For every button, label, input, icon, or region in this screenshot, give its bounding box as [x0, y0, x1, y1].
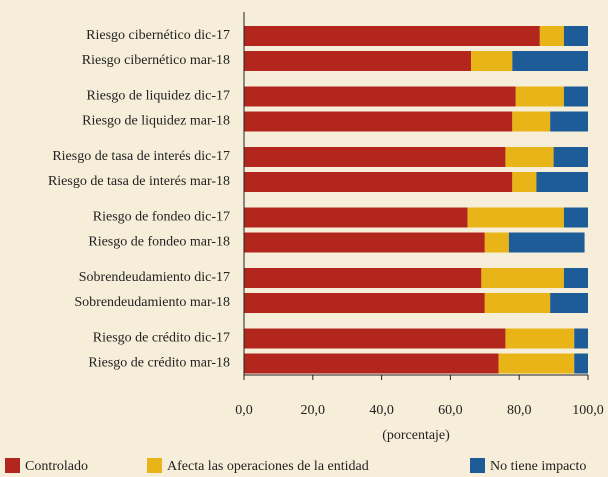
- bar-segment: [574, 353, 588, 374]
- bar-segment: [244, 26, 540, 46]
- y-tick-label: Riesgo de fondeo mar-18: [88, 235, 230, 250]
- bar-segment: [550, 293, 588, 313]
- bar-segment: [471, 51, 513, 71]
- bar-segment: [484, 232, 509, 253]
- legend-swatch: [147, 458, 162, 473]
- bar-segment: [574, 328, 588, 349]
- bar-segment: [244, 111, 513, 132]
- bar-segment: [244, 51, 472, 71]
- y-tick-label: Riesgo de tasa de interés mar-18: [48, 174, 230, 189]
- bar-segment: [244, 86, 516, 107]
- bar-segment: [505, 147, 554, 167]
- bar-segment: [563, 26, 588, 46]
- x-tick-label: 60,0: [438, 403, 463, 418]
- x-tick-label: 40,0: [369, 403, 394, 418]
- y-tick-label: Riesgo cibernético dic-17: [86, 28, 230, 43]
- bar-segment: [563, 268, 588, 288]
- x-tick-label: 0,0: [235, 403, 253, 418]
- y-tick-label: Riesgo cibernético mar-18: [82, 53, 230, 68]
- bar-segment: [244, 172, 513, 192]
- legend-label: No tiene impacto: [490, 459, 586, 474]
- bar-segment: [244, 147, 506, 167]
- x-tick-label: 20,0: [301, 403, 326, 418]
- y-tick-label: Sobrendeudamiento mar-18: [74, 295, 230, 310]
- bar-segment: [244, 232, 485, 253]
- bar-segment: [563, 207, 588, 228]
- y-tick-label: Riesgo de liquidez dic-17: [87, 89, 230, 104]
- bar-segment: [508, 232, 585, 253]
- y-tick-label: Sobrendeudamiento dic-17: [79, 270, 230, 285]
- y-tick-label: Riesgo de liquidez mar-18: [82, 114, 230, 129]
- legend-swatch: [5, 458, 20, 473]
- bar-segment: [553, 147, 588, 167]
- bar-segment: [512, 51, 588, 71]
- bar-segment: [481, 268, 564, 288]
- bar-segment: [244, 207, 468, 228]
- y-tick-label: Riesgo de tasa de interés dic-17: [52, 149, 230, 164]
- legend-label: Afecta las operaciones de la entidad: [167, 459, 369, 474]
- bar-segment: [498, 353, 575, 374]
- bar-segment: [512, 172, 537, 192]
- bar-segment: [484, 293, 551, 313]
- bar-segment: [244, 268, 482, 288]
- bar-segment: [539, 26, 564, 46]
- y-tick-label: Riesgo de crédito dic-17: [93, 331, 230, 346]
- bar-segment: [536, 172, 588, 192]
- bar-segment: [505, 328, 575, 349]
- x-axis-label: (porcentaje): [382, 428, 450, 443]
- bar-segment: [467, 207, 564, 228]
- bar-segment: [244, 293, 485, 313]
- bar-segment: [244, 353, 499, 374]
- legend-swatch: [470, 458, 485, 473]
- bar-segment: [515, 86, 564, 107]
- legend-label: Controlado: [25, 459, 88, 474]
- bar-segment: [244, 328, 506, 349]
- y-tick-label: Riesgo de fondeo dic-17: [93, 210, 230, 225]
- bar-segment: [550, 111, 588, 132]
- bar-segment: [512, 111, 551, 132]
- x-tick-label: 100,0: [572, 403, 604, 418]
- x-tick-label: 80,0: [507, 403, 532, 418]
- bar-segment: [563, 86, 588, 107]
- y-tick-label: Riesgo de crédito mar-18: [88, 356, 230, 371]
